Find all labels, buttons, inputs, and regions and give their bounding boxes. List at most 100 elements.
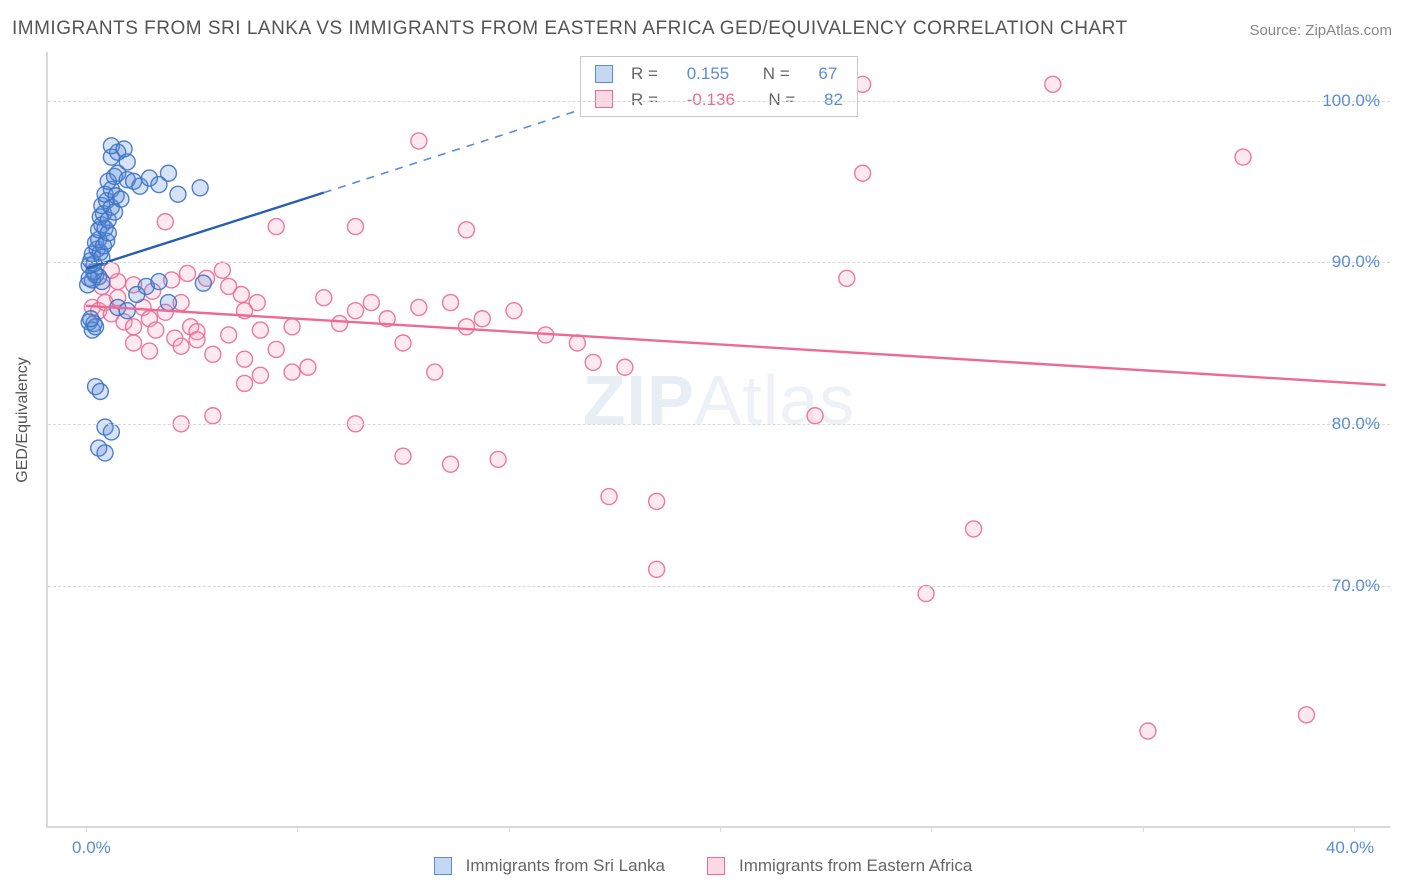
x-tick-mark — [720, 826, 721, 832]
data-point-eastern_africa — [506, 303, 522, 319]
x-tick-mark — [1143, 826, 1144, 832]
data-point-sri_lanka — [97, 445, 113, 461]
data-point-eastern_africa — [189, 332, 205, 348]
x-max-label: 40.0% — [1326, 838, 1374, 858]
x-min-label: 0.0% — [72, 838, 111, 858]
plot-area: ZIPAtlas R = 0.155 N = 67 R = -0.136 N =… — [46, 52, 1390, 828]
data-point-eastern_africa — [395, 448, 411, 464]
data-point-sri_lanka — [192, 180, 208, 196]
stats-row-pink: R = -0.136 N = 82 — [595, 87, 843, 113]
data-point-eastern_africa — [316, 290, 332, 306]
data-point-sri_lanka — [83, 311, 99, 327]
grid-line — [48, 101, 1390, 102]
data-point-eastern_africa — [300, 359, 316, 375]
legend-label-pink: Immigrants from Eastern Africa — [739, 856, 972, 876]
grid-line — [48, 424, 1390, 425]
data-point-eastern_africa — [585, 354, 601, 370]
blue-swatch-icon — [595, 65, 613, 83]
data-point-sri_lanka — [195, 275, 211, 291]
trend-line-blue-extrapolated — [324, 101, 609, 193]
blue-swatch-icon — [434, 857, 452, 875]
data-point-eastern_africa — [173, 338, 189, 354]
source-label: Source: ZipAtlas.com — [1249, 22, 1392, 39]
data-point-eastern_africa — [966, 521, 982, 537]
pink-swatch-icon — [707, 857, 725, 875]
data-point-eastern_africa — [807, 408, 823, 424]
data-point-sri_lanka — [160, 295, 176, 311]
data-point-eastern_africa — [1045, 76, 1061, 92]
stats-legend-box: R = 0.155 N = 67 R = -0.136 N = 82 — [580, 56, 858, 117]
data-point-eastern_africa — [411, 133, 427, 149]
data-point-eastern_africa — [252, 367, 268, 383]
data-point-sri_lanka — [160, 165, 176, 181]
x-tick-mark — [297, 826, 298, 832]
data-point-eastern_africa — [363, 295, 379, 311]
y-tick-label: 100.0% — [1322, 91, 1380, 111]
data-point-eastern_africa — [601, 489, 617, 505]
data-point-sri_lanka — [119, 303, 135, 319]
data-point-eastern_africa — [458, 222, 474, 238]
grid-line — [48, 586, 1390, 587]
bottom-legend: Immigrants from Sri Lanka Immigrants fro… — [0, 856, 1406, 876]
data-point-eastern_africa — [141, 343, 157, 359]
data-point-eastern_africa — [268, 219, 284, 235]
data-point-eastern_africa — [490, 451, 506, 467]
data-point-sri_lanka — [151, 274, 167, 290]
grid-line — [48, 262, 1390, 263]
data-point-eastern_africa — [214, 262, 230, 278]
data-point-eastern_africa — [443, 295, 459, 311]
data-point-eastern_africa — [1298, 707, 1314, 723]
x-tick-mark — [86, 826, 87, 832]
data-point-eastern_africa — [221, 278, 237, 294]
data-point-eastern_africa — [839, 270, 855, 286]
stats-row-blue: R = 0.155 N = 67 — [595, 61, 843, 87]
chart-svg — [48, 52, 1392, 828]
data-point-eastern_africa — [427, 364, 443, 380]
data-point-eastern_africa — [855, 165, 871, 181]
data-point-sri_lanka — [170, 186, 186, 202]
data-point-sri_lanka — [92, 384, 108, 400]
data-point-eastern_africa — [179, 265, 195, 281]
data-point-eastern_africa — [474, 311, 490, 327]
data-point-eastern_africa — [221, 327, 237, 343]
legend-item-pink: Immigrants from Eastern Africa — [707, 856, 972, 876]
data-point-eastern_africa — [284, 364, 300, 380]
data-point-eastern_africa — [126, 319, 142, 335]
data-point-eastern_africa — [1140, 723, 1156, 739]
y-tick-label: 80.0% — [1332, 414, 1380, 434]
data-point-eastern_africa — [126, 335, 142, 351]
data-point-eastern_africa — [284, 319, 300, 335]
data-point-eastern_africa — [268, 341, 284, 357]
data-point-eastern_africa — [617, 359, 633, 375]
data-point-eastern_africa — [237, 375, 253, 391]
data-point-eastern_africa — [332, 316, 348, 332]
data-point-eastern_africa — [649, 561, 665, 577]
data-point-eastern_africa — [1235, 149, 1251, 165]
y-tick-label: 70.0% — [1332, 576, 1380, 596]
x-tick-mark — [931, 826, 932, 832]
data-point-eastern_africa — [411, 299, 427, 315]
data-point-sri_lanka — [116, 141, 132, 157]
data-point-eastern_africa — [157, 214, 173, 230]
data-point-sri_lanka — [103, 424, 119, 440]
data-point-eastern_africa — [205, 346, 221, 362]
x-tick-mark — [1354, 826, 1355, 832]
legend-item-blue: Immigrants from Sri Lanka — [434, 856, 665, 876]
data-point-eastern_africa — [443, 456, 459, 472]
legend-label-blue: Immigrants from Sri Lanka — [466, 856, 665, 876]
data-point-eastern_africa — [148, 322, 164, 338]
chart-title: IMMIGRANTS FROM SRI LANKA VS IMMIGRANTS … — [12, 18, 1128, 40]
data-point-eastern_africa — [347, 219, 363, 235]
pink-swatch-icon — [595, 90, 613, 108]
data-point-eastern_africa — [395, 335, 411, 351]
data-point-eastern_africa — [649, 493, 665, 509]
y-axis-label: GED/Equivalency — [14, 357, 32, 482]
data-point-eastern_africa — [918, 586, 934, 602]
data-point-sri_lanka — [113, 191, 129, 207]
y-tick-label: 90.0% — [1332, 252, 1380, 272]
x-tick-mark — [509, 826, 510, 832]
data-point-eastern_africa — [347, 303, 363, 319]
data-point-eastern_africa — [205, 408, 221, 424]
data-point-eastern_africa — [458, 319, 474, 335]
data-point-eastern_africa — [252, 322, 268, 338]
